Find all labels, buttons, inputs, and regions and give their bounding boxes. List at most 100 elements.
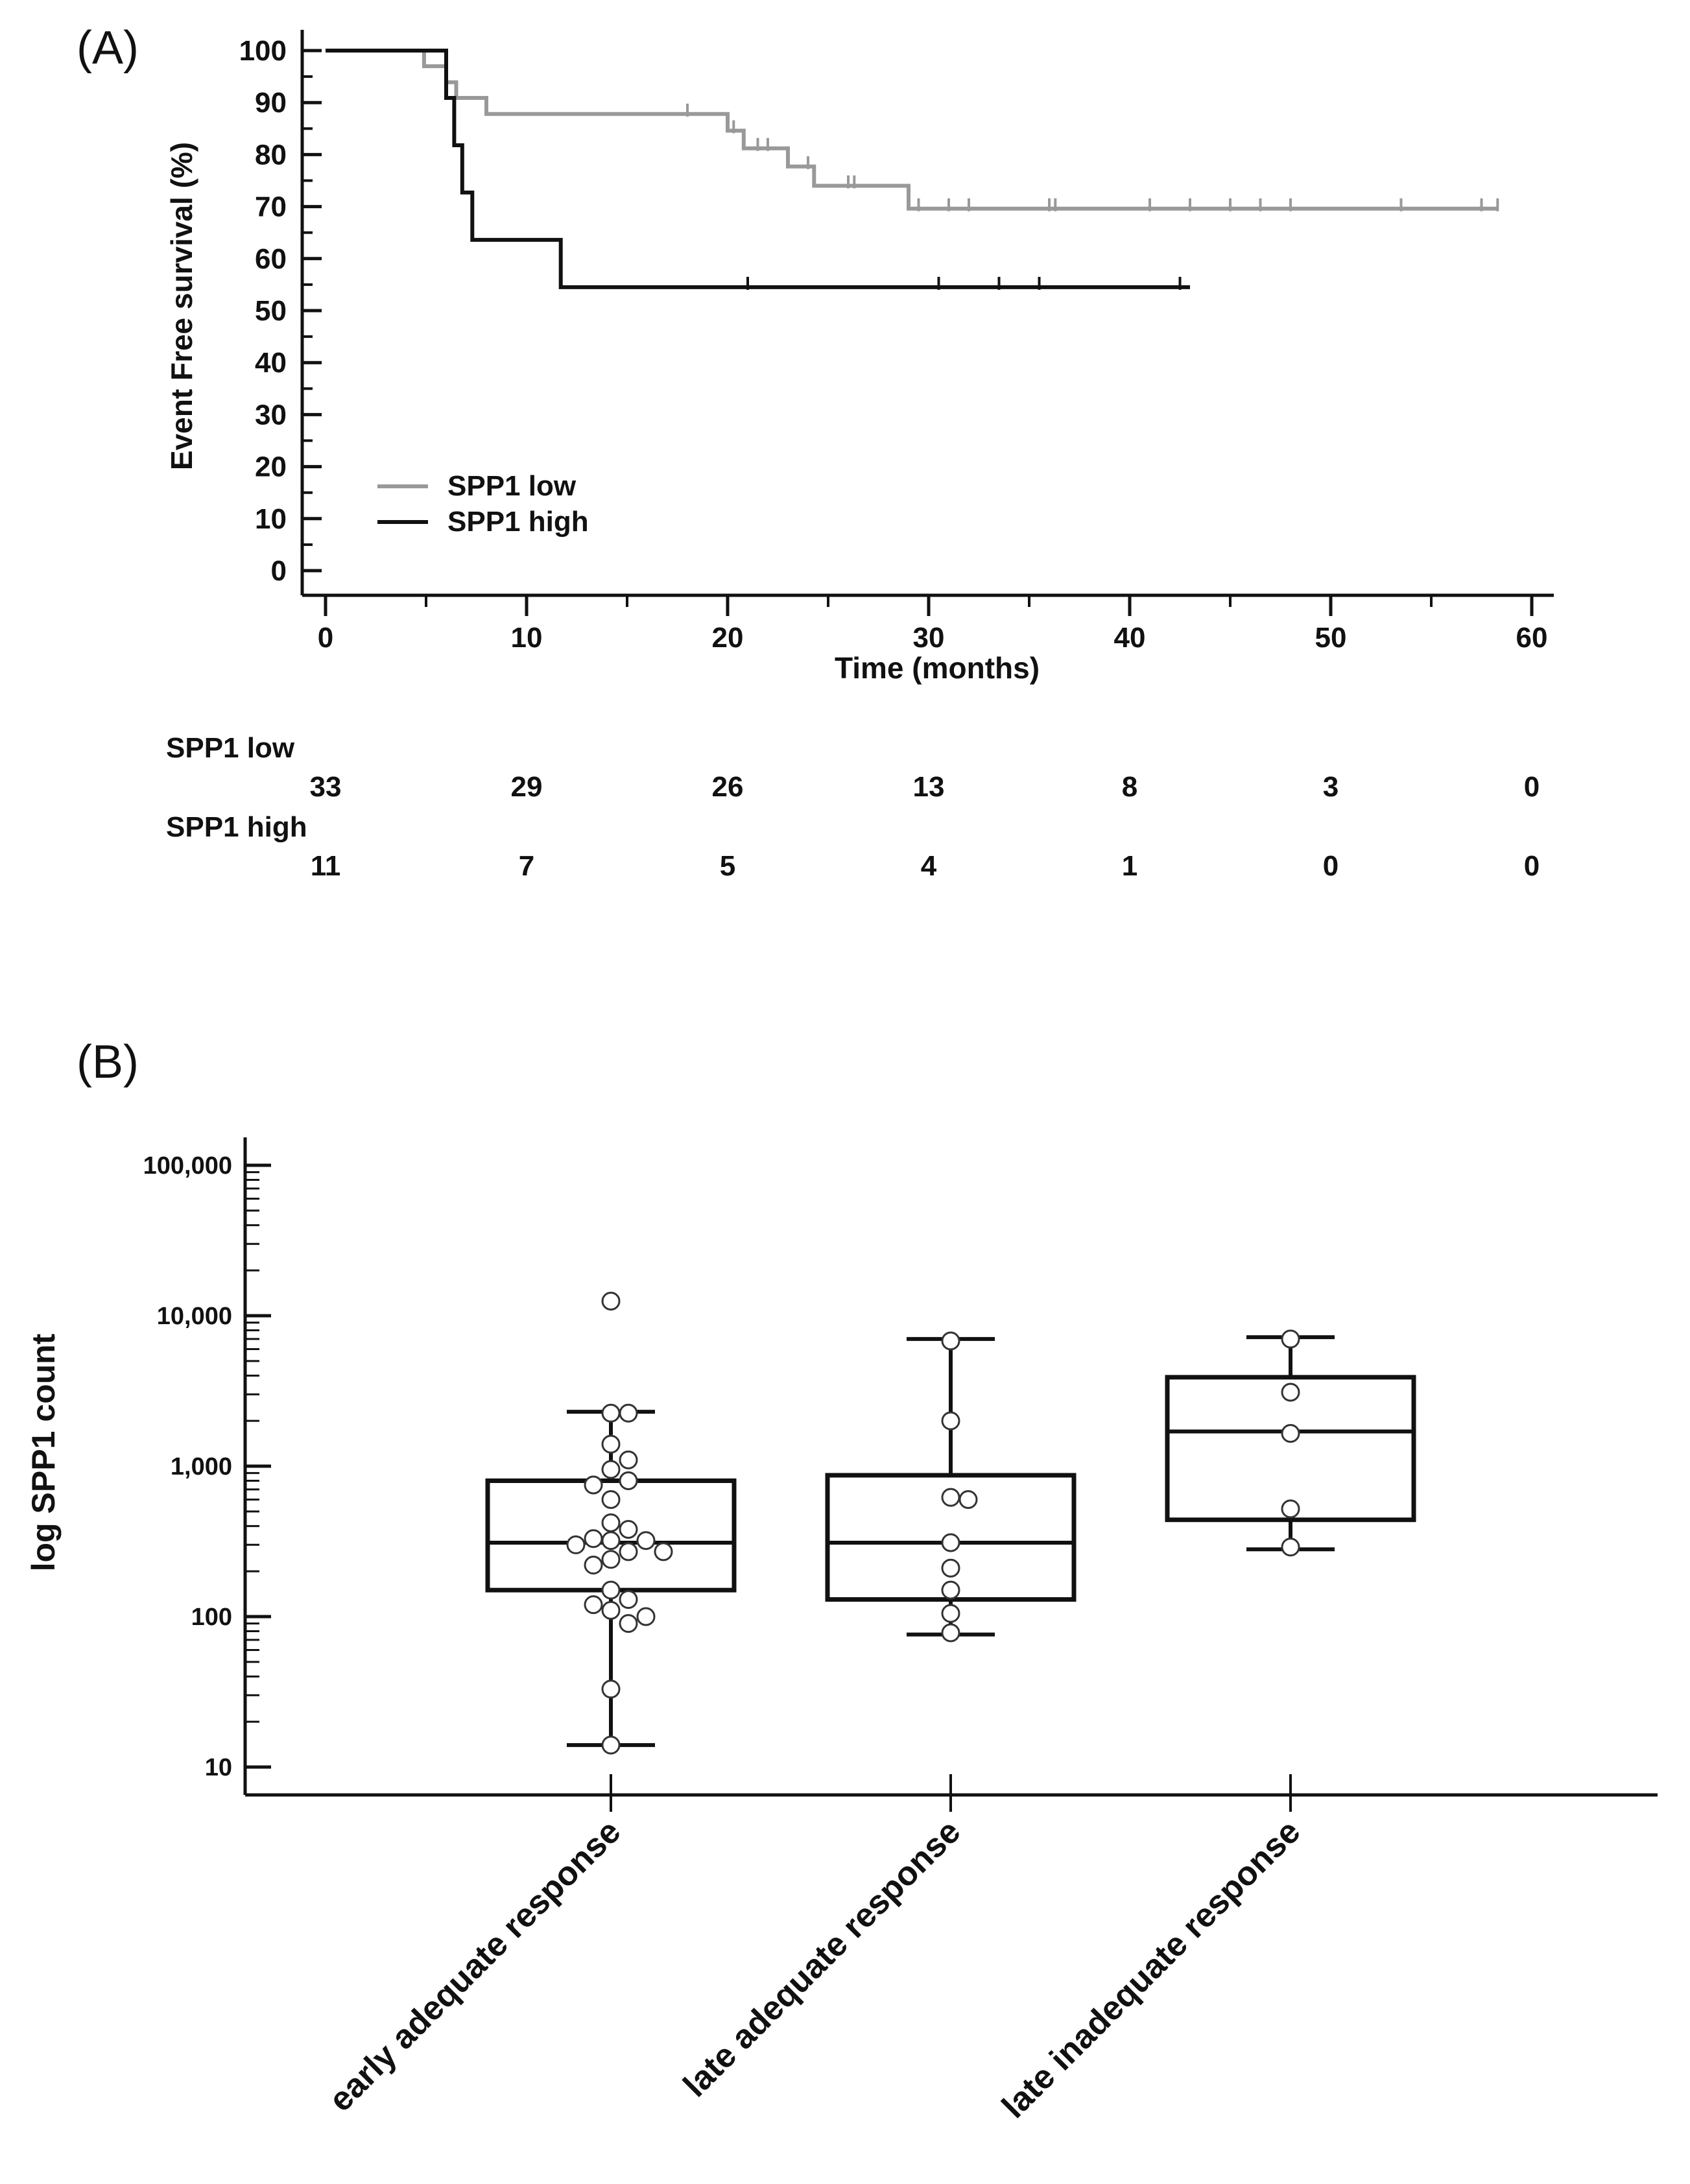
risk-table: SPP1 low SPP1 high 33 29 26 13 8 3 0 11 7 5 4 1 0 0 (166, 732, 1540, 882)
km-x-tick-label: 40 (1114, 622, 1146, 654)
km-y-tick-label: 50 (255, 295, 287, 327)
data-point (584, 1556, 603, 1575)
box-series (485, 1292, 1416, 1755)
data-point (941, 1623, 960, 1643)
data-point (601, 1580, 621, 1600)
box-y-axis-title: log SPP1 count (25, 1333, 62, 1571)
data-point (941, 1580, 960, 1600)
data-point (619, 1614, 638, 1633)
data-point (1281, 1383, 1300, 1402)
km-y-axis-title: Event Free survival (%) (165, 142, 198, 470)
data-point (941, 1331, 960, 1351)
risk-count: 3 (1323, 771, 1339, 803)
km-y-tick-label: 20 (255, 451, 287, 483)
data-point (941, 1604, 960, 1623)
risk-count: 0 (1524, 850, 1540, 882)
risk-count: 29 (511, 771, 543, 803)
risk-count: 8 (1122, 771, 1137, 803)
risk-count: 0 (1323, 850, 1339, 882)
category-label: early adequate response (322, 1812, 628, 2119)
data-point (636, 1607, 656, 1626)
data-point (601, 1531, 621, 1550)
km-series (326, 49, 1499, 290)
km-x-tick-label: 10 (511, 622, 543, 654)
data-point (584, 1475, 603, 1495)
box-y-tick-label: 1,000 (171, 1453, 232, 1480)
data-point (601, 1490, 621, 1509)
data-point (1281, 1329, 1300, 1349)
box-y-tick-label: 100 (191, 1604, 232, 1631)
km-curve-low (326, 49, 1498, 211)
risk-count: 1 (1122, 850, 1137, 882)
data-point (619, 1471, 638, 1490)
data-point (1281, 1537, 1300, 1557)
risk-count: 5 (720, 850, 735, 882)
data-point (941, 1411, 960, 1430)
km-legend: SPP1 low SPP1 high (377, 470, 589, 538)
km-y-tick-label: 0 (271, 555, 287, 587)
panel-b-label: (B) (77, 1036, 139, 1088)
risk-count: 33 (310, 771, 342, 803)
data-point (601, 1292, 621, 1311)
category-label: late inadequate response (995, 1812, 1307, 2125)
km-x-tick-label: 60 (1516, 622, 1548, 654)
legend-label-low: SPP1 low (447, 470, 577, 502)
km-x-tick-label: 20 (712, 622, 744, 654)
risk-group-low-label: SPP1 low (166, 732, 295, 764)
km-y-tick-label: 90 (255, 87, 287, 119)
km-y-tick-label: 10 (255, 503, 287, 535)
km-y-tick-label: 80 (255, 139, 287, 171)
km-x-tick-label: 30 (913, 622, 945, 654)
data-point (941, 1558, 960, 1578)
data-point (566, 1535, 586, 1554)
data-point (619, 1542, 638, 1561)
risk-count: 0 (1524, 771, 1540, 803)
legend-label-high: SPP1 high (447, 506, 589, 538)
box-y-tick-label: 100,000 (143, 1152, 232, 1180)
km-axes: 0 10 20 30 40 50 60 70 80 90 100 0 10 20 30 40 50 60 (239, 30, 1554, 654)
data-point (601, 1600, 621, 1620)
data-point (584, 1529, 603, 1549)
risk-counts: 33 29 26 13 8 3 0 11 7 5 4 1 0 0 (310, 771, 1540, 882)
data-point (601, 1513, 621, 1532)
box-axes: 10 100 1,000 10,000 100,000 early adequate re… (143, 1137, 1658, 2126)
data-point (654, 1542, 673, 1561)
km-x-axis-title: Time (months) (835, 651, 1040, 685)
data-point (584, 1595, 603, 1615)
risk-count: 11 (311, 850, 341, 882)
data-point (1281, 1424, 1300, 1443)
km-y-tick-label: 100 (239, 35, 287, 67)
data-point (601, 1460, 621, 1479)
box-y-tick-label: 10,000 (157, 1303, 232, 1330)
km-x-tick-label: 50 (1315, 622, 1347, 654)
category-label: late adequate response (676, 1812, 968, 2104)
data-point (636, 1531, 656, 1550)
box-group (485, 1410, 737, 1748)
box-y-tick-label: 10 (205, 1754, 232, 1781)
km-y-tick-label: 60 (255, 243, 287, 275)
box-chart: 10 100 1,000 10,000 100,000 early adequate re… (25, 1137, 1658, 2126)
data-point (619, 1590, 638, 1609)
data-point (601, 1434, 621, 1454)
data-point (601, 1735, 621, 1755)
data-point (601, 1680, 621, 1699)
data-point (958, 1490, 978, 1509)
risk-count: 13 (913, 771, 945, 803)
iqr-box (1165, 1375, 1416, 1523)
panel-a-label: (A) (77, 22, 139, 74)
km-curve-high (326, 49, 1190, 289)
risk-count: 26 (712, 771, 744, 803)
data-point (941, 1488, 960, 1507)
data-point (601, 1403, 621, 1423)
km-y-tick-label: 30 (255, 399, 287, 431)
data-point (601, 1550, 621, 1569)
risk-count: 7 (519, 850, 534, 882)
risk-group-high-label: SPP1 high (166, 811, 307, 843)
data-point (619, 1450, 638, 1469)
data-point (1281, 1499, 1300, 1519)
data-point (941, 1533, 960, 1552)
risk-count: 4 (921, 850, 937, 882)
data-point (619, 1403, 638, 1423)
